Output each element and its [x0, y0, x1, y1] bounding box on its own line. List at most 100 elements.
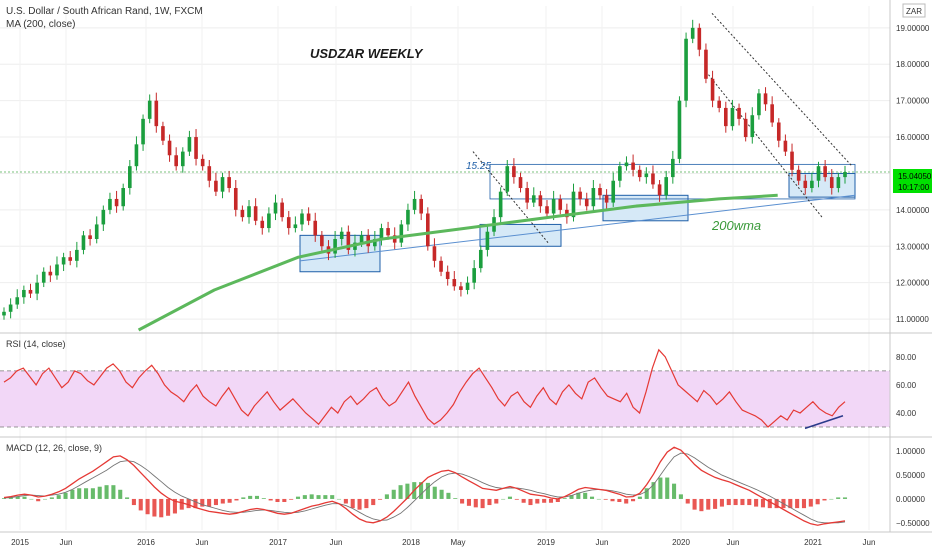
candle-body	[776, 122, 781, 141]
macd-histogram-bar	[419, 482, 424, 499]
candle-body	[8, 304, 13, 312]
candle-body	[690, 27, 695, 39]
macd-histogram-bar	[227, 498, 232, 503]
candle-body	[22, 289, 26, 298]
macd-histogram-bar	[631, 498, 636, 502]
time-tick-label: 2021	[804, 538, 822, 547]
price-tag-value: 15.04050	[898, 172, 932, 181]
rsi-tick-label: 80.00	[896, 353, 917, 362]
candle-body	[48, 271, 53, 276]
macd-histogram-bar	[336, 498, 342, 500]
candle-body	[525, 188, 529, 203]
macd-histogram-bar	[90, 488, 95, 499]
time-tick-label: Jun	[727, 538, 740, 547]
candle-body	[161, 126, 165, 141]
macd-histogram-bar	[672, 483, 677, 499]
macd-histogram-bar	[542, 498, 547, 503]
candle-body	[730, 107, 735, 127]
macd-histogram-bar	[692, 498, 697, 510]
macd-histogram-bar	[97, 486, 102, 499]
candle-body	[75, 249, 79, 261]
macd-histogram-bar	[330, 495, 335, 499]
candle-body	[306, 213, 311, 221]
candle-body	[664, 177, 669, 196]
macd-histogram-bar	[589, 496, 595, 499]
price-panel[interactable]	[0, 6, 890, 530]
price-tick-label: 13.00000	[896, 242, 930, 251]
candle-body	[757, 93, 761, 116]
trendline	[299, 194, 856, 262]
macd-histogram-bar	[138, 498, 143, 511]
macd-histogram-bar	[289, 498, 294, 500]
macd-histogram-bar	[398, 485, 403, 499]
candle-body	[68, 257, 73, 261]
ma-200-line	[137, 193, 778, 332]
candle-body	[114, 198, 119, 207]
candle-body	[445, 271, 450, 280]
macd-histogram-bar	[617, 498, 622, 503]
price-tick-label: 18.00000	[896, 60, 930, 69]
candle-body	[810, 180, 814, 189]
macd-histogram-bar	[104, 485, 109, 499]
candle-body	[35, 282, 39, 294]
candle-body	[717, 100, 721, 108]
candle-body	[386, 228, 390, 236]
price-tick-label: 12.00000	[896, 279, 930, 288]
macd-histogram-bar	[460, 498, 465, 504]
macd-histogram-bar	[193, 498, 198, 509]
price-tick-label: 19.00000	[896, 24, 930, 33]
macd-histogram-bar	[726, 498, 731, 506]
candle-body	[624, 162, 629, 167]
candle-body	[750, 115, 755, 138]
macd-histogram-bar	[651, 482, 656, 499]
macd-histogram-bar	[309, 494, 314, 499]
candle-body	[710, 78, 715, 101]
macd-tick-label: 0.00000	[896, 495, 925, 504]
macd-histogram-bar	[637, 496, 642, 499]
macd-histogram-bar	[514, 498, 519, 500]
candle-body	[260, 220, 265, 229]
macd-histogram-bar	[767, 498, 772, 509]
candle-body	[657, 184, 662, 196]
candle-body	[478, 249, 483, 269]
candle-body	[644, 173, 649, 178]
candle-body	[194, 137, 198, 159]
macd-histogram-bar	[719, 498, 724, 507]
candle-body	[829, 177, 834, 189]
macd-histogram-bar	[754, 498, 759, 507]
candle-body	[399, 224, 404, 243]
candle-body	[55, 264, 59, 276]
macd-histogram-bar	[179, 498, 184, 510]
macd-panel[interactable]	[1, 446, 848, 526]
macd-histogram-bar	[603, 498, 608, 500]
candle-body	[803, 180, 808, 189]
candle-body	[253, 206, 258, 221]
candle-body	[723, 107, 728, 127]
candle-body	[233, 188, 238, 210]
candle-body	[737, 107, 741, 119]
time-tick-label: Jun	[60, 538, 73, 547]
candle-body	[88, 235, 92, 239]
currency-badge[interactable]: ZAR	[902, 3, 926, 18]
macd-signal-line	[3, 452, 846, 524]
macd-histogram-bar	[446, 492, 451, 499]
macd-histogram-bar	[685, 498, 690, 504]
rsi-panel[interactable]	[0, 348, 890, 430]
candle-body	[15, 297, 20, 305]
macd-histogram-bar	[70, 489, 75, 499]
time-tick-label: 2020	[672, 538, 690, 547]
macd-histogram-bar	[357, 498, 362, 510]
macd-histogram-bar	[555, 498, 560, 503]
macd-histogram-bar	[836, 497, 841, 499]
candle-body	[108, 198, 112, 210]
candle-body	[61, 257, 66, 265]
candle-body	[154, 100, 159, 127]
candle-body	[286, 217, 291, 229]
macd-histogram-bar	[220, 498, 225, 504]
macd-histogram-bar	[364, 498, 369, 509]
macd-histogram-bar	[596, 498, 601, 500]
candle-body	[81, 235, 86, 250]
macd-histogram-bar	[801, 498, 807, 509]
candle-body	[300, 213, 304, 225]
